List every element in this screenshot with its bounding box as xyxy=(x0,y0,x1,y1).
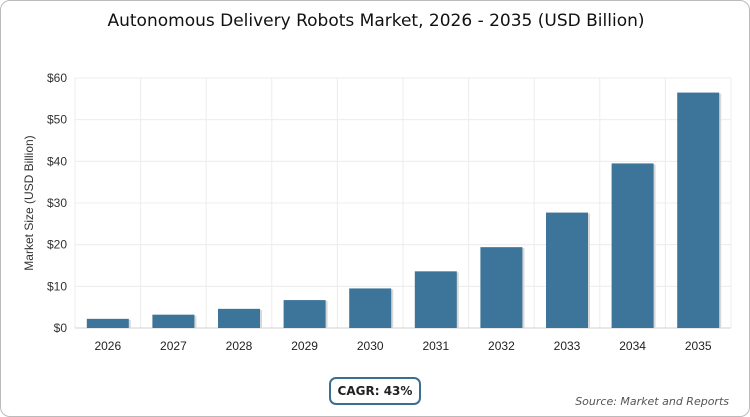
bar xyxy=(414,271,457,328)
bar xyxy=(86,318,129,328)
x-tick-label: 2030 xyxy=(357,339,384,353)
y-axis-label: Market Size (USD Billion) xyxy=(22,135,36,270)
source-note: Source: Market and Reports xyxy=(575,395,729,408)
bar xyxy=(283,300,326,328)
x-tick-label: 2026 xyxy=(94,339,121,353)
bar xyxy=(480,247,523,328)
y-tick-label: $30 xyxy=(47,196,67,210)
chart-title: Autonomous Delivery Robots Market, 2026 … xyxy=(107,11,645,31)
y-tick-label: $10 xyxy=(47,279,67,293)
x-tick-label: 2033 xyxy=(554,339,581,353)
x-tick-label: 2035 xyxy=(685,339,712,353)
y-tick-label: $60 xyxy=(47,71,67,85)
cagr-badge: CAGR: 43% xyxy=(329,377,421,405)
bar xyxy=(349,288,392,328)
y-tick-label: $0 xyxy=(54,321,68,335)
x-tick-label: 2029 xyxy=(291,339,318,353)
bar xyxy=(546,212,588,328)
bar xyxy=(218,308,260,328)
x-tick-label: 2028 xyxy=(226,339,253,353)
bar xyxy=(152,314,195,328)
bar xyxy=(677,92,720,328)
x-tick-label: 2027 xyxy=(160,339,187,353)
x-tick-label: 2034 xyxy=(619,339,646,353)
x-tick-label: 2032 xyxy=(488,339,515,353)
bar xyxy=(611,163,654,328)
y-tick-label: $40 xyxy=(47,154,67,168)
y-tick-label: $20 xyxy=(47,238,67,252)
x-tick-label: 2031 xyxy=(422,339,449,353)
y-tick-label: $50 xyxy=(47,113,67,127)
